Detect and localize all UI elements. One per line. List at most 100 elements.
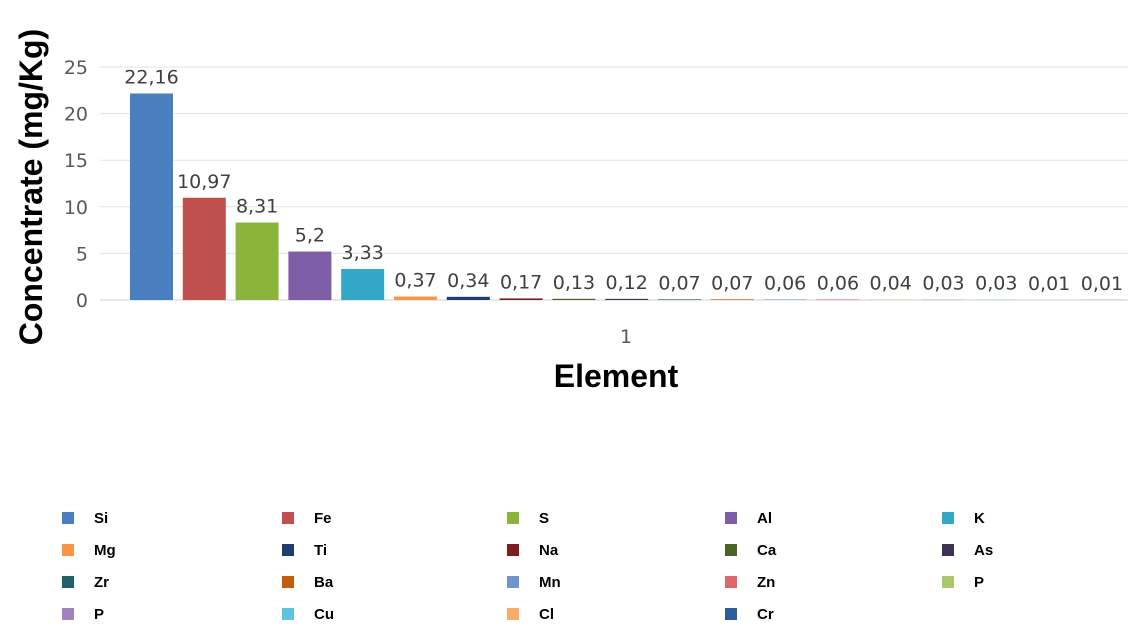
y-tick-label: 25 <box>64 57 88 79</box>
legend-label: Na <box>539 541 559 559</box>
legend-item: Zr <box>62 572 109 592</box>
bar-fe-1 <box>182 197 226 300</box>
legend-label: Zr <box>94 573 109 591</box>
legend-swatch <box>725 512 737 524</box>
data-label: 0,12 <box>606 272 648 294</box>
legend-label: Fe <box>314 509 332 527</box>
legend-label: Ti <box>314 541 328 559</box>
data-labels: 22,16 10,978,31 5,2 3,33 0,37 0,34 0,17 0,13 0,1… <box>124 66 1123 294</box>
bar-ba-11 <box>710 299 754 300</box>
legend-swatch <box>62 576 74 588</box>
bar-ti-6 <box>446 296 490 300</box>
legend-swatch <box>62 512 74 524</box>
legend-label: Cu <box>314 605 334 623</box>
legend-label: Mg <box>94 541 116 559</box>
bar-as-9 <box>605 298 649 300</box>
data-label: 0,03 <box>975 273 1017 295</box>
bar-mg-5 <box>394 296 437 300</box>
bar-k-4 <box>341 268 385 300</box>
legend-item: Zn <box>725 572 775 592</box>
legend-swatch <box>507 608 519 620</box>
data-label: 0,06 <box>764 272 806 294</box>
legend-item: P <box>62 604 104 624</box>
legend-swatch <box>942 512 954 524</box>
legend-item: Ca <box>725 540 776 560</box>
legend-item: P <box>942 572 984 592</box>
data-label: 5,2 <box>295 225 325 247</box>
legend-label: P <box>94 605 105 623</box>
legend-label: S <box>539 509 550 527</box>
y-tick-label: 5 <box>76 243 88 265</box>
data-label: 22,16 <box>124 66 178 88</box>
legend-label: K <box>974 509 985 527</box>
x-axis-title: Element <box>554 358 679 394</box>
legend-swatch <box>282 512 294 524</box>
bar-zn-13 <box>816 299 860 300</box>
legend-swatch <box>282 544 294 556</box>
legend-item: Na <box>507 540 558 560</box>
legend-item: Al <box>725 508 772 528</box>
legend-swatch <box>942 544 954 556</box>
legend-item: Cr <box>725 604 774 624</box>
legend-item: K <box>942 508 985 528</box>
legend-item: Mg <box>62 540 116 560</box>
data-label: 0,17 <box>500 271 542 293</box>
legend-label: Si <box>94 509 109 527</box>
legend-label: Ca <box>757 541 777 559</box>
data-label: 0,07 <box>658 272 700 294</box>
legend-item: Cl <box>507 604 554 624</box>
legend-label: Cl <box>539 605 554 623</box>
legend-swatch <box>507 544 519 556</box>
data-label: 0,06 <box>817 272 859 294</box>
bar-al-3 <box>288 251 332 300</box>
legend-swatch <box>507 512 519 524</box>
y-tick-label: 0 <box>76 290 88 312</box>
data-label: 0,37 <box>394 270 436 292</box>
bar-s-2 <box>235 222 279 300</box>
legend-item: Ti <box>282 540 327 560</box>
y-axis-title: Concentrate (mg/Kg) <box>13 29 49 345</box>
legend-item: S <box>507 508 549 528</box>
bar-na-7 <box>499 298 543 300</box>
y-axis-ticks: 0 5 10 15 20 25 <box>64 57 88 312</box>
legend-item: As <box>942 540 993 560</box>
legend-label: P <box>974 573 985 591</box>
data-label: 0,07 <box>711 272 753 294</box>
data-label: 0,01 <box>1081 273 1123 295</box>
x-category-label: 1 <box>620 326 632 348</box>
y-tick-label: 10 <box>64 197 88 219</box>
legend-swatch <box>62 608 74 620</box>
bar-zr-10 <box>658 299 701 300</box>
data-label: 10,97 <box>177 171 231 193</box>
y-tick-label: 20 <box>64 104 88 126</box>
legend-label: Zn <box>757 573 776 591</box>
legend-label: Mn <box>539 573 561 591</box>
legend-item: Cu <box>282 604 334 624</box>
data-label: 8,31 <box>236 196 278 218</box>
legend-swatch <box>62 544 74 556</box>
bar-mn-12 <box>763 299 807 300</box>
legend-item: Mn <box>507 572 561 592</box>
y-tick-label: 15 <box>64 150 88 172</box>
legend-label: Ba <box>314 573 334 591</box>
legend-label: Al <box>757 509 772 527</box>
legend-swatch <box>282 608 294 620</box>
legend-item: Ba <box>282 572 333 592</box>
legend-swatch <box>725 576 737 588</box>
data-label: 0,01 <box>1028 273 1070 295</box>
data-label: 0,03 <box>922 273 964 295</box>
legend-item: Si <box>62 508 108 528</box>
data-label: 0,34 <box>447 270 489 292</box>
legend-item: Fe <box>282 508 332 528</box>
legend-swatch <box>725 544 737 556</box>
data-label: 3,33 <box>342 242 384 264</box>
bar-ca-8 <box>552 298 596 300</box>
legend-label: Cr <box>757 605 774 623</box>
legend-label: As <box>974 541 994 559</box>
bars <box>130 93 1124 300</box>
data-label: 0,04 <box>870 273 912 295</box>
legend-swatch <box>507 576 519 588</box>
legend-swatch <box>282 576 294 588</box>
bar-si-0 <box>130 93 173 300</box>
